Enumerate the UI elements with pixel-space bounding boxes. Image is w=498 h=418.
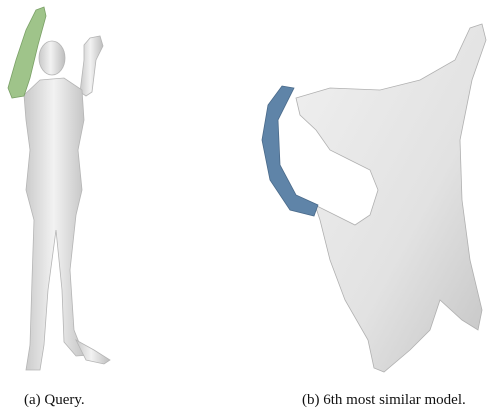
caption: (a) Query. bbox=[24, 392, 85, 409]
page: (a) Query. (b) 6th most similar model. (… bbox=[0, 0, 498, 418]
figure-art bbox=[0, 0, 498, 385]
caption: (b) 6th most similar model. bbox=[302, 392, 466, 409]
query-model bbox=[24, 36, 110, 370]
similar-model bbox=[296, 24, 486, 372]
